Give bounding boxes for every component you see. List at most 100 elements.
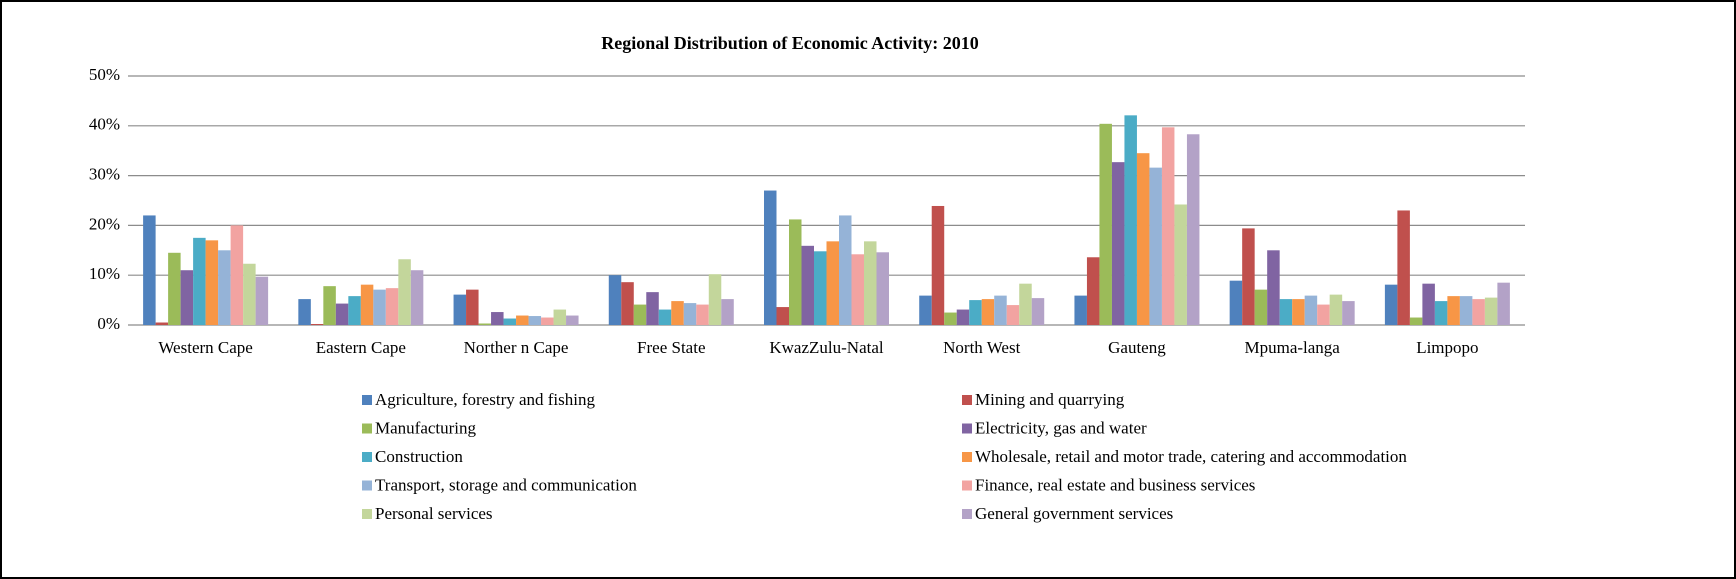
bar	[981, 299, 995, 325]
bar	[658, 309, 672, 325]
bar	[1384, 284, 1398, 325]
bar	[310, 324, 324, 325]
bar	[1161, 127, 1175, 325]
bar	[764, 190, 777, 325]
bar	[789, 219, 802, 325]
chart-title: Regional Distribution of Economic Activi…	[601, 33, 978, 53]
bar	[1497, 282, 1510, 325]
legend-swatch	[962, 395, 972, 405]
x-tick-label: Norther n Cape	[464, 338, 569, 357]
bar	[621, 282, 634, 325]
bar	[1006, 305, 1020, 325]
bar	[801, 245, 814, 325]
y-tick-label: 10%	[89, 264, 120, 283]
bar	[205, 240, 219, 325]
bar	[478, 323, 492, 325]
legend-label: Wholesale, retail and motor trade, cater…	[975, 447, 1407, 466]
bar	[528, 316, 542, 325]
bar	[1074, 295, 1087, 325]
bar	[1279, 299, 1293, 325]
bar	[646, 292, 659, 325]
bar	[633, 304, 647, 325]
bar	[373, 289, 386, 325]
bar	[876, 252, 889, 325]
bar	[410, 270, 424, 325]
bar	[255, 276, 269, 325]
bar	[1242, 228, 1255, 325]
bar	[1124, 115, 1137, 325]
bar	[541, 317, 554, 325]
bar	[1317, 304, 1330, 325]
bar	[1174, 204, 1187, 325]
y-tick-label: 20%	[89, 214, 120, 233]
bar	[143, 215, 156, 325]
bar	[566, 315, 579, 325]
bar	[1136, 153, 1150, 325]
bar	[193, 237, 206, 325]
bar	[553, 309, 567, 325]
legend-label: Personal services	[375, 504, 493, 523]
bar	[1031, 298, 1045, 325]
legend-swatch	[362, 395, 372, 405]
bar	[503, 318, 517, 325]
bar	[218, 250, 231, 325]
bar	[1484, 297, 1498, 325]
y-tick-label: 0%	[97, 314, 120, 333]
bar	[931, 205, 945, 325]
bar	[243, 263, 256, 325]
bar	[969, 300, 982, 325]
bar	[708, 274, 722, 325]
bar	[826, 241, 839, 325]
bar	[1409, 317, 1423, 325]
bar	[1422, 283, 1435, 325]
bar	[516, 315, 529, 325]
bar	[1019, 283, 1032, 325]
bar	[1342, 301, 1355, 325]
bar	[1397, 210, 1410, 325]
bar	[323, 286, 336, 325]
bar	[944, 312, 957, 325]
x-tick-label: Western Cape	[158, 338, 252, 357]
bar	[851, 254, 864, 325]
bar	[1186, 134, 1200, 325]
bar	[1329, 294, 1343, 325]
bar	[1267, 250, 1280, 325]
legend-label: Transport, storage and communication	[375, 475, 637, 494]
legend-swatch	[962, 480, 972, 491]
bar	[608, 275, 622, 325]
bar	[994, 295, 1007, 325]
bar	[1304, 295, 1318, 325]
x-tick-label: North West	[943, 338, 1020, 357]
bar	[864, 241, 877, 325]
legend-swatch	[362, 423, 372, 434]
bar	[1099, 123, 1112, 325]
bar	[919, 295, 932, 325]
bar	[671, 301, 684, 325]
x-tick-label: Eastern Cape	[316, 338, 406, 357]
legend-swatch	[362, 480, 372, 491]
bar	[1086, 257, 1100, 325]
legend-label: Mining and quarrying	[975, 390, 1125, 409]
bar	[1229, 280, 1243, 325]
bar	[776, 307, 789, 325]
x-tick-label: Limpopo	[1416, 338, 1478, 357]
bar	[453, 294, 467, 325]
legend-label: Electricity, gas and water	[975, 418, 1147, 437]
y-tick-label: 30%	[89, 165, 120, 184]
bar	[1447, 296, 1460, 325]
legend-label: Agriculture, forestry and fishing	[375, 390, 595, 409]
legend-swatch	[962, 423, 972, 434]
bar	[1459, 296, 1473, 325]
bar	[956, 309, 970, 325]
bar	[696, 304, 709, 325]
legend-label: General government services	[975, 504, 1173, 523]
bar	[1149, 167, 1162, 325]
bar	[360, 284, 374, 325]
bar	[180, 270, 194, 325]
bar	[298, 299, 311, 325]
x-tick-label: Gauteng	[1108, 338, 1166, 357]
bar	[1472, 299, 1485, 325]
legend-swatch	[362, 452, 372, 462]
bar	[839, 215, 852, 325]
